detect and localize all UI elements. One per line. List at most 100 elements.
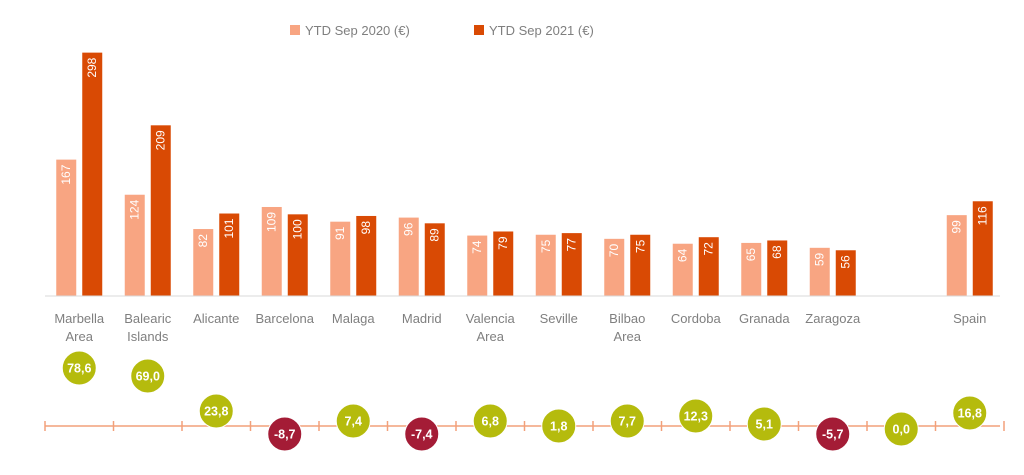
bar-2021-seville bbox=[561, 233, 582, 296]
bar-2020-balearic-islands bbox=[124, 194, 145, 296]
variation-bubble bbox=[815, 416, 851, 452]
bar-value-label: 98 bbox=[359, 221, 373, 235]
category-label-malaga: Malaga bbox=[332, 311, 375, 326]
variation-bubble bbox=[541, 408, 577, 444]
bar-2020-zaragoza bbox=[809, 247, 830, 296]
variation-bubble bbox=[61, 350, 97, 386]
bar-2021-malaga bbox=[356, 215, 377, 296]
variation-value: 7,7 bbox=[619, 415, 636, 429]
variation-value: 7,4 bbox=[345, 415, 362, 429]
category-label-granada: Granada bbox=[739, 311, 790, 326]
bar-2021-cordoba bbox=[698, 237, 719, 296]
variation-value: 23,8 bbox=[204, 405, 228, 419]
variation-value: 0,0 bbox=[893, 423, 910, 437]
bar-value-label: 75 bbox=[539, 239, 553, 253]
bar-value-label: 72 bbox=[702, 242, 716, 256]
variation-value: 78,6 bbox=[67, 362, 91, 376]
category-label-spain: Spain bbox=[953, 311, 986, 326]
bar-value-label: 75 bbox=[633, 239, 647, 253]
variation-bubble bbox=[267, 416, 303, 452]
variation-bubble bbox=[952, 395, 988, 431]
variation-bubble bbox=[678, 398, 714, 434]
category-label-barcelona: Barcelona bbox=[255, 311, 314, 326]
bar-value-label: 101 bbox=[222, 218, 236, 238]
bar-value-label: 82 bbox=[196, 234, 210, 248]
category-label-bilbao-area: Bilbao Area bbox=[609, 311, 645, 344]
category-label-marbella-area: Marbella Area bbox=[54, 311, 105, 344]
category-label-balearic-islands: Balearic Islands bbox=[124, 311, 171, 344]
bars: 167 298 124 209 82 101 109 100 91 98 96 89 74 79 75 77 7… bbox=[56, 52, 993, 297]
bar-2021-granada bbox=[767, 240, 788, 296]
legend-label-1: YTD Sep 2020 (€) bbox=[305, 23, 410, 38]
legend-swatch-1 bbox=[290, 25, 300, 35]
variation-bubbles: 78,6 69,0 23,8 -8,7 7,4 -7,4 6,8 1,8 7,7 12,3 5,1 -… bbox=[61, 350, 988, 452]
bar-value-label: 59 bbox=[813, 253, 827, 267]
bar-2020-alicante bbox=[193, 229, 214, 296]
bar-2021-madrid bbox=[424, 223, 445, 296]
bar-2020-cordoba bbox=[672, 243, 693, 296]
bar-2021-balearic-islands bbox=[150, 125, 171, 296]
variation-value: 69,0 bbox=[136, 370, 160, 384]
bar-2020-granada bbox=[741, 242, 762, 296]
bar-2020-bilbao-area bbox=[604, 238, 625, 296]
bar-2020-barcelona bbox=[261, 206, 282, 296]
bar-value-label: 74 bbox=[470, 240, 484, 254]
bar-2021-bilbao-area bbox=[630, 234, 651, 296]
bar-value-label: 64 bbox=[676, 248, 690, 262]
variation-value: -5,7 bbox=[822, 428, 844, 442]
variation-value: 5,1 bbox=[756, 418, 773, 432]
category-label-zaragoza: Zaragoza bbox=[805, 311, 861, 326]
bar-value-label: 68 bbox=[770, 245, 784, 259]
category-label-madrid: Madrid bbox=[402, 311, 442, 326]
variation-bubble bbox=[609, 403, 645, 439]
bar-value-label: 124 bbox=[128, 199, 142, 219]
category-label-alicante: Alicante bbox=[193, 311, 239, 326]
bar-value-label: 116 bbox=[976, 206, 990, 225]
bar-value-label: 89 bbox=[428, 228, 442, 242]
category-label-cordoba: Cordoba bbox=[671, 311, 722, 326]
variation-bubble bbox=[883, 411, 919, 447]
variation-value: 16,8 bbox=[958, 407, 982, 421]
bar-value-label: 79 bbox=[496, 236, 510, 250]
bar-value-label: 209 bbox=[154, 130, 168, 150]
variation-bubble bbox=[472, 403, 508, 439]
bar-2021-marbella-area bbox=[82, 52, 103, 297]
bar-2020-marbella-area bbox=[56, 159, 77, 296]
category-label-seville: Seville bbox=[540, 311, 578, 326]
bar-value-label: 56 bbox=[839, 255, 853, 269]
bar-value-label: 91 bbox=[333, 226, 347, 240]
bar-2021-zaragoza bbox=[835, 250, 856, 296]
bar-value-label: 298 bbox=[85, 57, 99, 77]
bar-value-label: 100 bbox=[291, 219, 305, 239]
category-label-valencia-area: Valencia Area bbox=[466, 311, 516, 344]
bar-2021-valencia-area bbox=[493, 231, 514, 296]
bar-2020-seville bbox=[535, 234, 556, 296]
bar-value-label: 96 bbox=[402, 222, 416, 236]
variation-bubble bbox=[130, 358, 166, 394]
legend: YTD Sep 2020 (€) YTD Sep 2021 (€) bbox=[290, 23, 594, 38]
bar-2021-spain bbox=[972, 201, 993, 296]
bar-value-label: 65 bbox=[744, 248, 758, 262]
variation-axis bbox=[44, 421, 1005, 431]
category-labels: Marbella Area Balearic Islands Alicante Barce… bbox=[54, 311, 986, 344]
variation-value: -7,4 bbox=[411, 428, 433, 442]
bar-2020-madrid bbox=[398, 217, 419, 296]
bar-value-label: 167 bbox=[59, 164, 73, 184]
variation-value: 6,8 bbox=[482, 415, 499, 429]
variation-bubble bbox=[335, 403, 371, 439]
bar-2020-malaga bbox=[330, 221, 351, 296]
variation-bubble bbox=[404, 416, 440, 452]
variation-value: 1,8 bbox=[550, 420, 567, 434]
legend-label-2: YTD Sep 2021 (€) bbox=[489, 23, 594, 38]
bar-value-label: 99 bbox=[950, 220, 964, 234]
variation-value: -8,7 bbox=[274, 428, 296, 442]
bar-value-label: 77 bbox=[565, 238, 579, 252]
bar-2020-valencia-area bbox=[467, 235, 488, 296]
variation-value: 12,3 bbox=[684, 410, 708, 424]
bar-2020-spain bbox=[946, 215, 967, 296]
bar-2021-barcelona bbox=[287, 214, 308, 296]
bar-2021-alicante bbox=[219, 213, 240, 296]
bar-value-label: 70 bbox=[607, 244, 621, 258]
variation-bubble bbox=[198, 393, 234, 429]
